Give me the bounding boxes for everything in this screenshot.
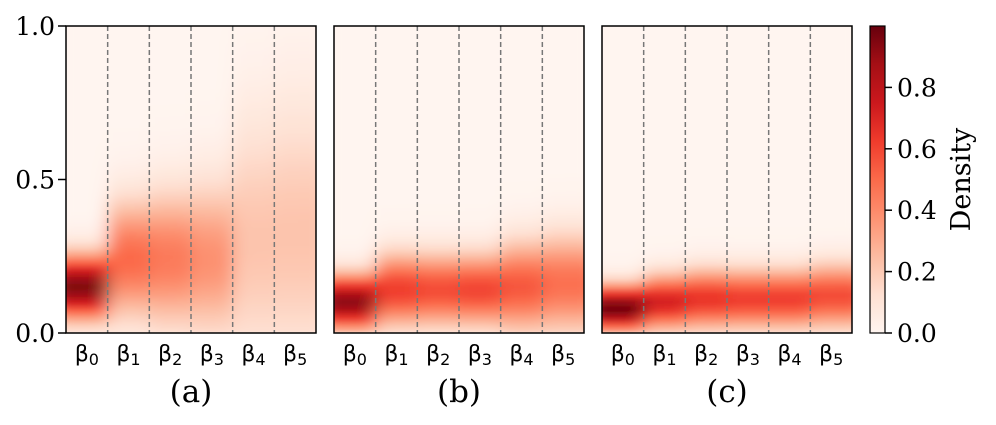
category-label: β4	[241, 342, 265, 369]
heat-column-β4	[232, 26, 276, 333]
colorbar-label: Density	[946, 127, 977, 231]
colorbar-tick-label: 0.0	[897, 319, 937, 348]
panel-2-heatmap	[334, 26, 584, 333]
category-label: β5	[819, 342, 843, 369]
heat-column-β4	[500, 26, 544, 333]
heat-column-β3	[459, 26, 502, 333]
heat-column-β5	[274, 26, 316, 333]
panel-3-heatmap	[602, 26, 852, 333]
panel-2: β0 β1 β2 β3 β4 β5 (b)	[333, 25, 585, 410]
category-label: β4	[777, 342, 801, 369]
heat-column-β5	[810, 26, 852, 333]
colorbar-gradient	[869, 25, 886, 334]
panel-label: (b)	[437, 374, 481, 410]
y-tick-label-2: 1.0	[15, 12, 55, 41]
colorbar-tick-label: 0.6	[897, 135, 937, 164]
category-label: β1	[652, 342, 676, 369]
category-label: β1	[384, 342, 408, 369]
panel-3-frame	[601, 25, 853, 334]
panel-label: (c)	[706, 374, 748, 410]
y-axis: 0.0 0.5 1.0	[15, 12, 66, 348]
heat-column-β0	[334, 26, 377, 333]
panel-label: (a)	[170, 374, 213, 410]
heat-column-β0	[66, 26, 109, 333]
category-label: β0	[75, 342, 99, 369]
heat-column-β3	[191, 26, 234, 333]
heat-column-β0	[602, 26, 645, 333]
panels: β0 β1 β2 β3 β4 β5 (a) β0 β1 β2 β3 β4 β5 (b) β0 β1 β2 β3 β4…	[65, 25, 853, 410]
panel-1-frame	[65, 25, 317, 334]
y-tick-label-0: 0.0	[15, 319, 55, 348]
category-label: β2	[426, 342, 450, 369]
y-tick-label-1: 0.5	[15, 166, 55, 195]
colorbar-ticks: 0.0 0.2 0.4 0.6 0.8	[885, 73, 937, 348]
category-label: β0	[343, 342, 367, 369]
category-label: β3	[200, 342, 224, 369]
category-label: β1	[116, 342, 140, 369]
heat-column-β3	[727, 26, 770, 333]
panel-1-heatmap	[66, 26, 316, 333]
heat-column-β1	[375, 26, 419, 333]
panel-2-frame	[333, 25, 585, 334]
colorbar-tick-label: 0.4	[897, 196, 937, 225]
heat-column-β2	[417, 26, 460, 333]
panel-3: β0 β1 β2 β3 β4 β5 (c)	[601, 25, 853, 410]
category-label: β2	[694, 342, 718, 369]
category-label: β3	[468, 342, 492, 369]
colorbar-tick-label: 0.8	[897, 73, 937, 102]
colorbar: 0.0 0.2 0.4 0.6 0.8 Density	[869, 25, 977, 348]
colorbar-tick-label: 0.2	[897, 258, 937, 287]
category-label: β4	[509, 342, 533, 369]
heat-column-β5	[542, 26, 584, 333]
heat-column-β4	[768, 26, 812, 333]
category-label: β5	[551, 342, 575, 369]
heat-column-β2	[685, 26, 728, 333]
category-label: β3	[736, 342, 760, 369]
category-label: β2	[158, 342, 182, 369]
panel-1: β0 β1 β2 β3 β4 β5 (a)	[65, 25, 317, 410]
category-label: β0	[611, 342, 635, 369]
heat-column-β2	[149, 26, 192, 333]
heat-column-β1	[107, 26, 151, 333]
heat-column-β1	[643, 26, 687, 333]
category-label: β5	[283, 342, 307, 369]
